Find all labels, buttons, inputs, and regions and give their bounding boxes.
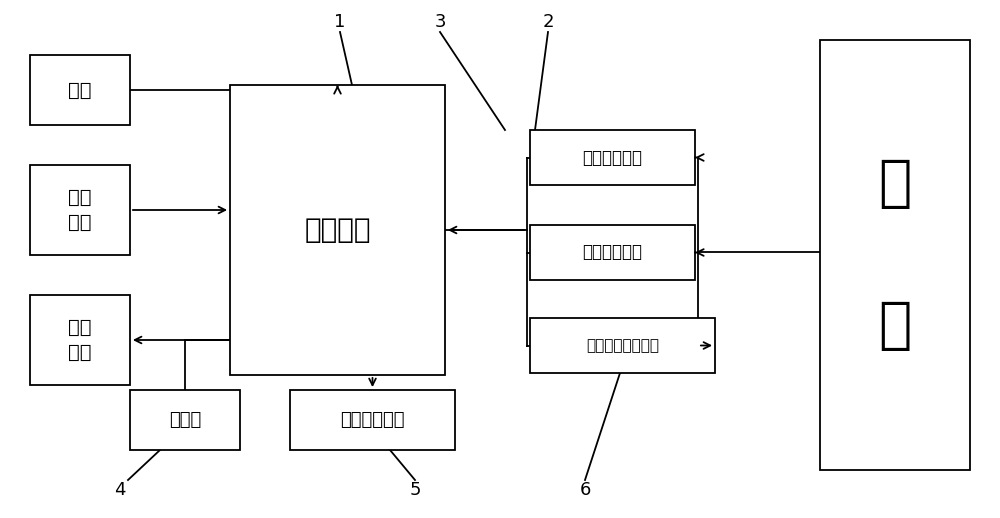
Bar xyxy=(530,318,715,373)
Text: 报警
模块: 报警 模块 xyxy=(68,318,92,362)
Text: 4: 4 xyxy=(114,481,126,499)
Bar xyxy=(530,225,695,280)
Bar xyxy=(820,40,970,470)
Bar xyxy=(30,165,130,255)
Text: 液晶显示模块: 液晶显示模块 xyxy=(340,411,405,429)
Bar xyxy=(530,130,695,185)
Bar xyxy=(30,55,130,125)
Text: 5: 5 xyxy=(409,481,421,499)
Text: 1: 1 xyxy=(334,13,346,31)
Bar xyxy=(30,295,130,385)
Text: 存储器: 存储器 xyxy=(169,411,201,429)
Text: 2: 2 xyxy=(542,13,554,31)
Text: 电池温度采集模块: 电池温度采集模块 xyxy=(586,338,659,353)
Text: 电

池: 电 池 xyxy=(878,157,912,353)
Text: 供电
模块: 供电 模块 xyxy=(68,188,92,232)
Bar xyxy=(230,85,445,375)
Bar xyxy=(290,390,455,450)
Text: 电压采集模块: 电压采集模块 xyxy=(582,149,642,166)
Bar xyxy=(130,390,240,450)
Text: 3: 3 xyxy=(434,13,446,31)
Text: 电流采集模块: 电流采集模块 xyxy=(582,243,642,262)
Text: 微控制器: 微控制器 xyxy=(304,216,371,244)
Text: 按键: 按键 xyxy=(68,80,92,99)
Text: 6: 6 xyxy=(579,481,591,499)
